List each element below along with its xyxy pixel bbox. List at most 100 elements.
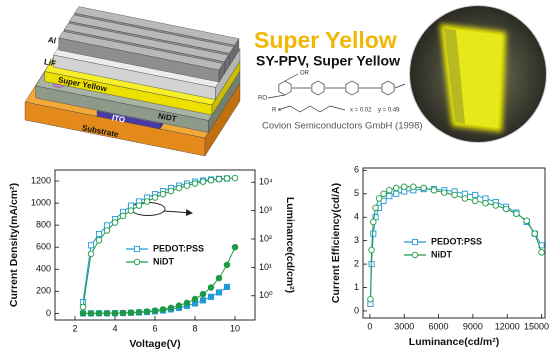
data-point <box>96 231 101 236</box>
data-point <box>462 196 468 202</box>
data-point <box>176 303 182 309</box>
data-point <box>104 228 110 234</box>
data-point <box>473 192 478 197</box>
data-point <box>224 262 230 268</box>
layer-label: Al <box>47 35 57 45</box>
data-point <box>394 191 399 196</box>
data-point <box>144 309 150 315</box>
y-tick-label: 6 <box>354 165 359 175</box>
data-point <box>176 185 182 191</box>
data-point <box>224 284 229 289</box>
data-point <box>514 211 520 217</box>
data-point <box>192 181 198 187</box>
data-point <box>112 220 118 226</box>
y-tick-label: 4 <box>354 212 359 222</box>
material-subtitle: SY-PPV, Super Yellow <box>256 53 400 69</box>
y2-tick-label: 10⁴ <box>259 177 273 187</box>
data-point <box>200 291 206 297</box>
data-point <box>532 231 538 237</box>
x-tick-label: 9000 <box>463 321 483 331</box>
data-point <box>112 310 118 316</box>
data-point <box>80 311 86 317</box>
y-tick-label: 800 <box>36 220 51 230</box>
data-point <box>472 198 478 204</box>
data-point <box>208 177 214 183</box>
data-point <box>387 194 392 199</box>
data-point <box>104 310 110 316</box>
data-point <box>216 176 222 182</box>
data-point <box>200 298 205 303</box>
legend-label: NiDT <box>431 249 452 259</box>
data-point <box>184 300 190 306</box>
x-tick-label: 12000 <box>495 321 520 331</box>
data-point <box>393 185 399 191</box>
data-point <box>493 203 499 209</box>
y-axis-label: Current Efficiency(cd/A) <box>330 183 342 303</box>
y-tick-label: 200 <box>36 286 51 296</box>
x-tick-label: 4 <box>112 323 117 333</box>
y-tick-label: 1200 <box>31 175 51 185</box>
data-point <box>96 310 102 316</box>
bond <box>285 74 298 81</box>
structure-label: x = 0.02 <box>350 108 372 114</box>
data-point <box>401 184 407 190</box>
x-tick-label: 0 <box>367 321 372 331</box>
x-tick-label: 8 <box>192 323 197 333</box>
data-point <box>88 251 94 257</box>
y-tick-label: 1 <box>354 282 359 292</box>
data-point <box>152 308 158 314</box>
y-tick-label: 1000 <box>31 197 51 207</box>
y2-tick-label: 10¹ <box>259 262 272 272</box>
layer-label: LiF <box>43 57 57 68</box>
data-point <box>232 175 238 181</box>
charts: 24681002004006008001000120010⁰10¹10²10³1… <box>8 165 549 350</box>
data-point <box>411 184 417 190</box>
x-tick-label: 2 <box>72 323 77 333</box>
legend-label: PEDOT:PSS <box>153 243 204 253</box>
y2-tick-label: 10⁰ <box>259 290 273 300</box>
x-tick-label: 10 <box>230 323 240 333</box>
data-point <box>208 285 214 291</box>
data-point <box>120 310 126 316</box>
data-point <box>168 188 174 194</box>
annotation-arrow <box>164 211 192 213</box>
data-point <box>200 179 206 185</box>
data-point <box>452 192 458 198</box>
data-point <box>216 275 222 281</box>
benzene-ring <box>312 81 324 95</box>
figure: Al LiF Super Yellow NiDT ITO Substrate S… <box>0 0 550 351</box>
x-tick-label: 6 <box>152 323 157 333</box>
bond <box>268 95 285 98</box>
structure-label: y = 0.49 <box>378 108 400 114</box>
x-tick-label: 3000 <box>394 321 414 331</box>
y2-tick-label: 10³ <box>259 205 272 215</box>
bond <box>278 106 345 112</box>
data-point <box>371 219 377 225</box>
data-point <box>431 187 437 193</box>
x-axis-label: Luminance(cd/m²) <box>409 336 499 348</box>
data-point <box>168 305 174 311</box>
data-point <box>128 310 134 316</box>
data-point <box>184 183 190 189</box>
device-photo <box>405 0 550 150</box>
legend-swatch-marker <box>412 239 417 244</box>
benzene-ring <box>382 81 394 95</box>
legend-swatch-marker <box>134 246 139 251</box>
series-line <box>370 189 541 304</box>
y-tick-label: 5 <box>354 188 359 198</box>
data-point <box>152 195 158 201</box>
structure-label: RO <box>258 96 267 102</box>
y-tick-label: 0 <box>46 308 51 318</box>
data-point <box>441 190 447 196</box>
data-point <box>88 243 93 248</box>
x-axis-label: Voltage(V) <box>129 338 180 350</box>
data-point <box>208 294 213 299</box>
page: { "figure": { "layers": ["Al", "LiF", "S… <box>0 0 550 351</box>
structure-label: R = <box>272 108 282 114</box>
chart: 24681002004006008001000120010⁰10¹10²10³1… <box>8 170 296 350</box>
x-tick-label: 15000 <box>524 321 549 331</box>
data-point <box>136 309 142 315</box>
benzene-ring <box>279 81 291 95</box>
data-point <box>88 311 94 317</box>
